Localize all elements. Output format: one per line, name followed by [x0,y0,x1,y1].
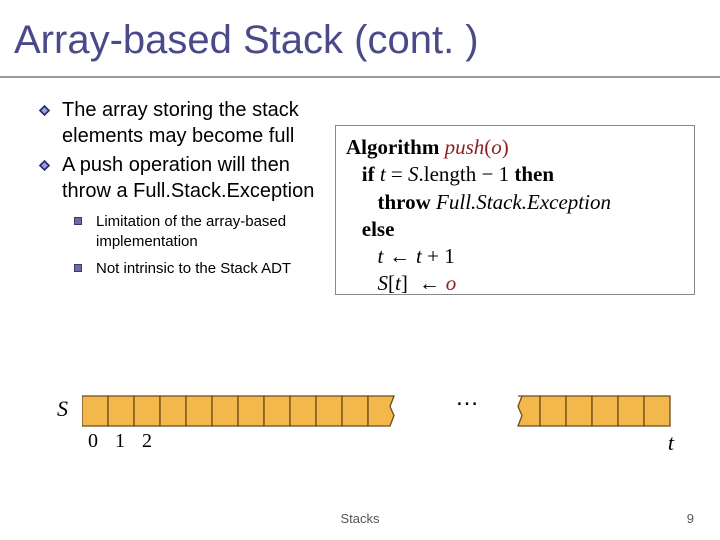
algo-line-1: Algorithm push(o) [346,134,684,161]
sub-bullet-item: Not intrinsic to the Stack ADT [96,259,332,279]
array-s-label: S [57,396,68,422]
algo-line-5: t ← t + 1 [346,243,684,270]
square-icon [74,264,82,272]
title-divider [0,76,720,78]
bullet-column: The array storing the stack elements may… [62,98,332,282]
bullet-text: The array storing the stack elements may… [62,99,299,147]
sub-bullet-item: Limitation of the array-based implementa… [96,212,332,251]
footer-label: Stacks [0,511,720,526]
diamond-icon [38,104,51,117]
array-cells-svg [82,394,672,430]
index-label: 1 [115,430,125,453]
diamond-icon [38,159,51,172]
sub-bullet-text: Not intrinsic to the Stack ADT [96,260,291,277]
ellipsis-icon: … [455,384,483,412]
slide-title: Array-based Stack (cont. ) [14,18,479,63]
bullet-text: A push operation will then throw a Full.… [62,154,314,202]
page-number: 9 [687,511,694,526]
array-diagram: S … 0 1 2 t [60,392,670,462]
algo-line-2: if t = S.length − 1 then [346,161,684,188]
bullet-item: A push operation will then throw a Full.… [62,153,332,204]
algorithm-box: Algorithm push(o) if t = S.length − 1 th… [335,125,695,295]
array-t-label: t [668,430,674,456]
bullet-item: The array storing the stack elements may… [62,98,332,149]
square-icon [74,217,82,225]
algo-line-3: throw Full.​Stack.​Exception [346,189,684,216]
algo-line-6: S[t] ← o [346,270,684,297]
index-label: 0 [88,430,98,453]
algo-line-4: else [346,216,684,243]
index-label: 2 [142,430,152,453]
sub-bullet-text: Limitation of the array-based implementa… [96,213,286,250]
